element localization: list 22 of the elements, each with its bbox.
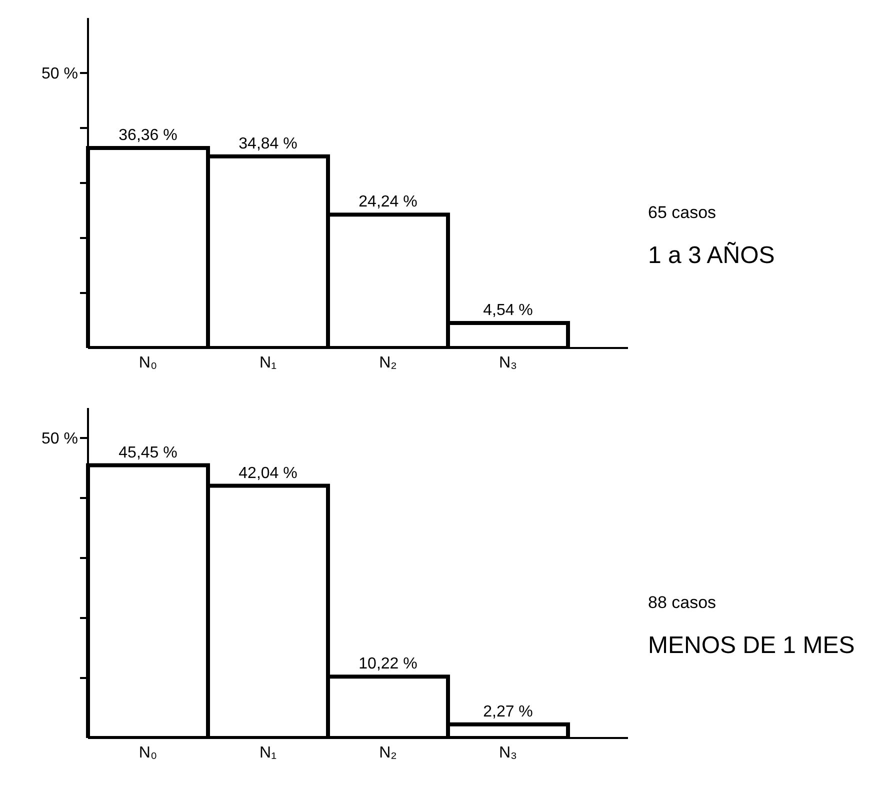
x-tick-label: N₁ [260, 744, 276, 762]
text: MENOS DE 1 MES [648, 632, 855, 659]
y-tick-label: 50 % [42, 430, 78, 448]
data-label: 10,22 % [358, 656, 418, 673]
data-label: 2,27 % [483, 703, 533, 720]
data-label: 42,04 % [238, 464, 298, 482]
text: 1 a 3 AÑOS [648, 241, 775, 269]
x-tick-label: N₀ [138, 354, 158, 372]
data-label: 4,54 % [483, 302, 533, 320]
text: 88 casos [648, 593, 716, 612]
data-label: 36,36 % [118, 127, 178, 144]
x-tick-label: N₃ [498, 354, 518, 372]
data-label: 45,45 % [118, 444, 178, 462]
data-label: 24,24 % [358, 194, 418, 211]
x-tick-label: N₂ [379, 744, 397, 762]
x-tick-label: N₃ [498, 744, 518, 762]
x-tick-label: N₁ [260, 354, 276, 372]
data-label: 34,84 % [238, 135, 298, 152]
text: 65 casos [648, 203, 716, 222]
y-tick-label: 50 % [42, 66, 78, 83]
x-tick-label: N₂ [379, 354, 397, 372]
x-tick-label: N₀ [138, 744, 158, 762]
